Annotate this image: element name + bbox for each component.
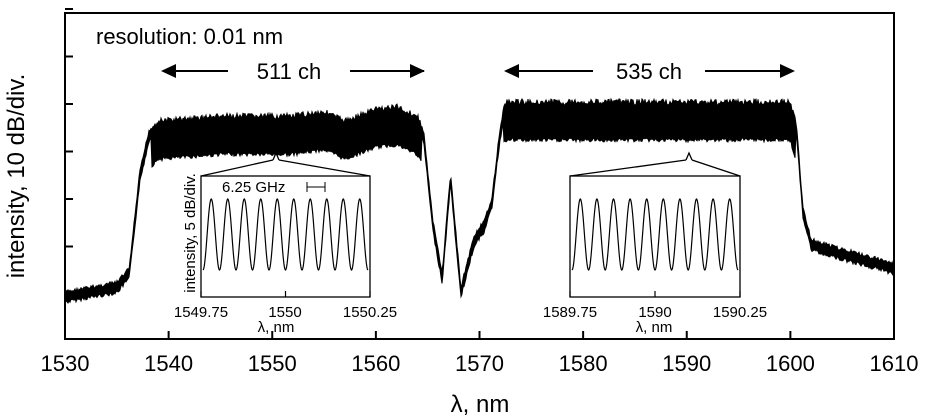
arrow-511-right-head [410, 64, 425, 78]
inset-1550-ticks [200, 291, 371, 297]
x-tick-label-1570: 1570 [455, 351, 504, 376]
inset-1550-spacing-label: 6.25 GHz [222, 179, 285, 196]
channel-count-label-535: 535 ch [616, 59, 682, 84]
inset-1550-tick-1550: 1550 [268, 304, 301, 321]
inset-1550-trace [202, 198, 369, 271]
inset-1550-y-title: intensity, 5 dB/div. [182, 173, 199, 293]
inset-1590-x-title: λ, nm [636, 319, 673, 336]
x-tick-label-1550: 1550 [248, 351, 297, 376]
inset-1550-zoom-left [200, 159, 274, 177]
main-tick-labels: 1530 1540 1550 1560 1570 1580 1590 1600 1610 [41, 351, 919, 376]
inset-1590: 1589.75 1590 1590.25 λ, nm [543, 151, 767, 336]
arrow-535-right-head [780, 64, 795, 78]
inset-1590-trace [571, 198, 739, 271]
arrow-535-left-head [504, 64, 519, 78]
inset-1550: 6.25 GHz intensity, 5 dB/div. 1549.75 15… [174, 151, 397, 336]
x-tick-label-1530: 1530 [41, 351, 90, 376]
x-tick-label-1580: 1580 [559, 351, 608, 376]
x-axis-title: λ, nm [451, 391, 510, 418]
inset-1590-tick-1590-25: 1590.25 [713, 304, 767, 321]
channel-count-label-511: 511 ch [257, 59, 321, 84]
x-tick-label-1540: 1540 [144, 351, 193, 376]
resolution-annotation: resolution: 0.01 nm [96, 24, 283, 49]
inset-1550-annotation: 6.25 GHz [222, 179, 326, 196]
inset-1590-tick-1590: 1590 [638, 304, 671, 321]
inset-1550-zoom-lines [272, 151, 280, 161]
x-tick-label-1560: 1560 [351, 351, 400, 376]
inset-1590-zoom-right [691, 159, 741, 177]
inset-1550-tick-1549-75: 1549.75 [174, 304, 228, 321]
channel-count-left: 511 ch [161, 59, 425, 84]
inset-1590-zoom-lines [685, 151, 693, 161]
inset-1590-zoom-left [569, 159, 687, 177]
y-axis-title: intensity, 10 dB/div. [3, 74, 30, 279]
inset-1550-frame [200, 175, 371, 298]
inset-1590-frame [569, 175, 741, 298]
arrow-511-left-head [161, 64, 176, 78]
x-tick-label-1610: 1610 [870, 351, 919, 376]
inset-1550-x-title: λ, nm [258, 319, 295, 336]
channel-count-right: 535 ch [504, 59, 795, 84]
spectrum-trace [64, 97, 895, 304]
x-tick-label-1600: 1600 [766, 351, 815, 376]
x-tick-label-1590: 1590 [662, 351, 711, 376]
spectrum-envelope [64, 97, 895, 304]
inset-1590-ticks [569, 291, 741, 297]
inset-1590-tick-1589-75: 1589.75 [543, 304, 597, 321]
inset-1550-tick-1550-25: 1550.25 [343, 304, 397, 321]
inset-1550-zoom-right [278, 159, 371, 177]
